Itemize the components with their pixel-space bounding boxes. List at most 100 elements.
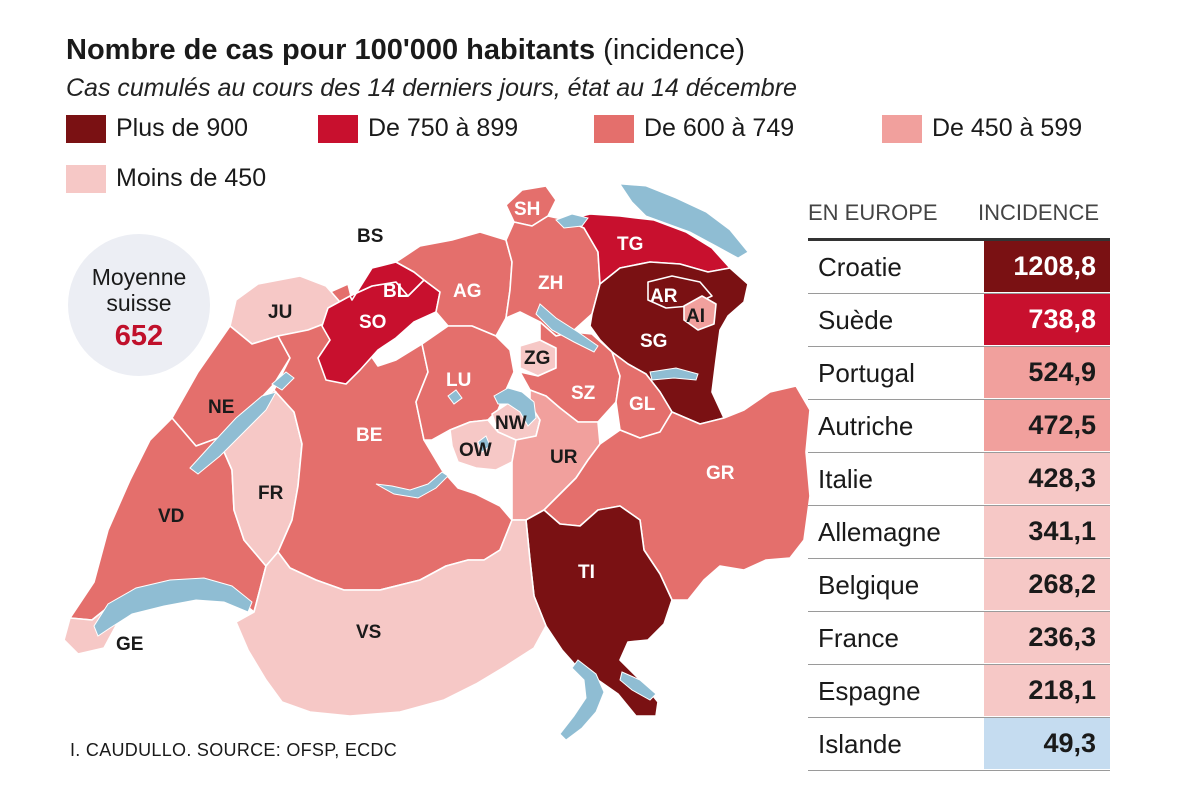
legend-item-450-599: De 450 à 599 bbox=[882, 114, 1082, 143]
canton-label-lu: LU bbox=[446, 370, 471, 391]
country-name: Belgique bbox=[818, 570, 920, 600]
canton-label-ai: AI bbox=[686, 306, 705, 327]
legend-item-750-899: De 750 à 899 bbox=[318, 114, 518, 143]
table-header-incidence: INCIDENCE bbox=[978, 200, 1100, 225]
country-name: France bbox=[818, 623, 899, 653]
canton-label-zh: ZH bbox=[538, 273, 563, 294]
canton-bl bbox=[349, 261, 425, 301]
legend-label: Plus de 900 bbox=[116, 114, 249, 142]
canton-label-nw: NW bbox=[495, 413, 527, 434]
country-name: Portugal bbox=[818, 358, 915, 388]
swiss-average-badge: Moyenne suisse 652 bbox=[68, 234, 210, 376]
canton-label-vd: VD bbox=[158, 506, 184, 527]
incidence-value: 428,3 bbox=[984, 453, 1110, 504]
country-name: Allemagne bbox=[818, 517, 941, 547]
lake-thun bbox=[375, 471, 449, 499]
canton-ag bbox=[395, 231, 513, 337]
lake-walensee bbox=[649, 367, 699, 381]
canton-label-vs: VS bbox=[356, 622, 381, 643]
legend-item-600-749: De 600 à 749 bbox=[594, 114, 794, 143]
map-title: Nombre de cas pour 100'000 habitants (in… bbox=[66, 34, 745, 67]
canton-label-bs: BS bbox=[357, 226, 383, 247]
canton-label-ow: OW bbox=[459, 440, 492, 461]
table-header-country: EN EUROPE bbox=[808, 200, 938, 225]
legend-swatch bbox=[318, 114, 358, 143]
incidence-value: 268,2 bbox=[984, 559, 1110, 610]
canton-label-ju: JU bbox=[268, 302, 292, 323]
canton-label-gr: GR bbox=[706, 463, 735, 484]
table-row: Portugal 524,9 bbox=[808, 347, 1110, 400]
map-subtitle: Cas cumulés au cours des 14 derniers jou… bbox=[66, 74, 797, 102]
canton-ai bbox=[683, 295, 717, 331]
incidence-value: 524,9 bbox=[984, 347, 1110, 398]
incidence-value: 49,3 bbox=[984, 718, 1110, 769]
canton-vs bbox=[235, 519, 547, 717]
canton-label-ne: NE bbox=[208, 397, 234, 418]
legend-item-plus-900: Plus de 900 bbox=[66, 114, 248, 143]
canton-label-sg: SG bbox=[640, 331, 667, 352]
table-row: Espagne 218,1 bbox=[808, 665, 1110, 718]
table-row: France 236,3 bbox=[808, 612, 1110, 665]
canton-label-ur: UR bbox=[550, 447, 578, 468]
incidence-value: 341,1 bbox=[984, 506, 1110, 557]
canton-label-ge: GE bbox=[116, 634, 143, 655]
legend-item-moins-450: Moins de 450 bbox=[66, 164, 266, 193]
table-row: Allemagne 341,1 bbox=[808, 506, 1110, 559]
lake-lucerne bbox=[493, 387, 537, 427]
canton-label-ti: TI bbox=[578, 562, 595, 583]
canton-ti bbox=[525, 505, 673, 717]
lake-geneva bbox=[93, 577, 253, 637]
canton-label-gl: GL bbox=[629, 394, 656, 415]
table-row: Islande 49,3 bbox=[808, 718, 1110, 771]
canton-label-be: BE bbox=[356, 425, 382, 446]
canton-label-sz: SZ bbox=[571, 383, 596, 404]
canton-label-bl: BL bbox=[383, 281, 409, 302]
title-qualifier: (incidence) bbox=[603, 34, 745, 66]
lake-untersee bbox=[555, 213, 589, 229]
canton-label-ag: AG bbox=[453, 281, 482, 302]
table-row: Croatie 1208,8 bbox=[808, 241, 1110, 294]
legend-label: De 750 à 899 bbox=[368, 114, 519, 142]
table-row: Autriche 472,5 bbox=[808, 400, 1110, 453]
country-name: Espagne bbox=[818, 676, 921, 706]
table-body: Croatie 1208,8 Suède 738,8 Portugal 524,… bbox=[808, 238, 1110, 771]
canton-labels: BS SH TG JU BL SO AG ZH AR AI SG ZG LU S… bbox=[116, 199, 735, 655]
title-main: Nombre de cas pour 100'000 habitants bbox=[66, 34, 596, 66]
legend-swatch bbox=[66, 164, 106, 193]
country-name: Croatie bbox=[818, 252, 902, 282]
legend-swatch bbox=[882, 114, 922, 143]
legend-label: De 450 à 599 bbox=[932, 114, 1083, 142]
lake-sempach bbox=[447, 389, 463, 405]
lake-biel bbox=[271, 371, 295, 391]
incidence-value: 236,3 bbox=[984, 612, 1110, 663]
lake-lugano bbox=[619, 671, 657, 701]
incidence-value: 472,5 bbox=[984, 400, 1110, 451]
legend-label: De 600 à 749 bbox=[644, 114, 795, 142]
average-label-line2: suisse bbox=[106, 290, 172, 316]
table-row: Belgique 268,2 bbox=[808, 559, 1110, 612]
average-value: 652 bbox=[114, 320, 164, 352]
source-credit: I. CAUDULLO. SOURCE: OFSP, ECDC bbox=[70, 740, 398, 760]
canton-label-ar: AR bbox=[650, 286, 678, 307]
lake-constance bbox=[619, 183, 749, 259]
incidence-value: 218,1 bbox=[984, 665, 1110, 716]
table-row: Suède 738,8 bbox=[808, 294, 1110, 347]
lakes bbox=[93, 183, 749, 741]
canton-label-so: SO bbox=[359, 312, 386, 333]
incidence-value: 1208,8 bbox=[984, 241, 1110, 292]
legend-swatch bbox=[66, 114, 106, 143]
average-label-line1: Moyenne bbox=[91, 264, 187, 290]
canton-label-sh: SH bbox=[514, 199, 540, 220]
canton-label-zg: ZG bbox=[524, 348, 550, 369]
canton-label-fr: FR bbox=[258, 483, 284, 504]
lake-maggiore bbox=[559, 659, 605, 741]
lake-zurich bbox=[535, 303, 599, 353]
country-name: Islande bbox=[818, 729, 902, 759]
legend-label: Moins de 450 bbox=[116, 164, 267, 192]
country-name: Italie bbox=[818, 464, 873, 494]
legend-swatch bbox=[594, 114, 634, 143]
canton-label-tg: TG bbox=[617, 234, 643, 255]
country-name: Suède bbox=[818, 305, 894, 335]
country-name: Autriche bbox=[818, 411, 914, 441]
